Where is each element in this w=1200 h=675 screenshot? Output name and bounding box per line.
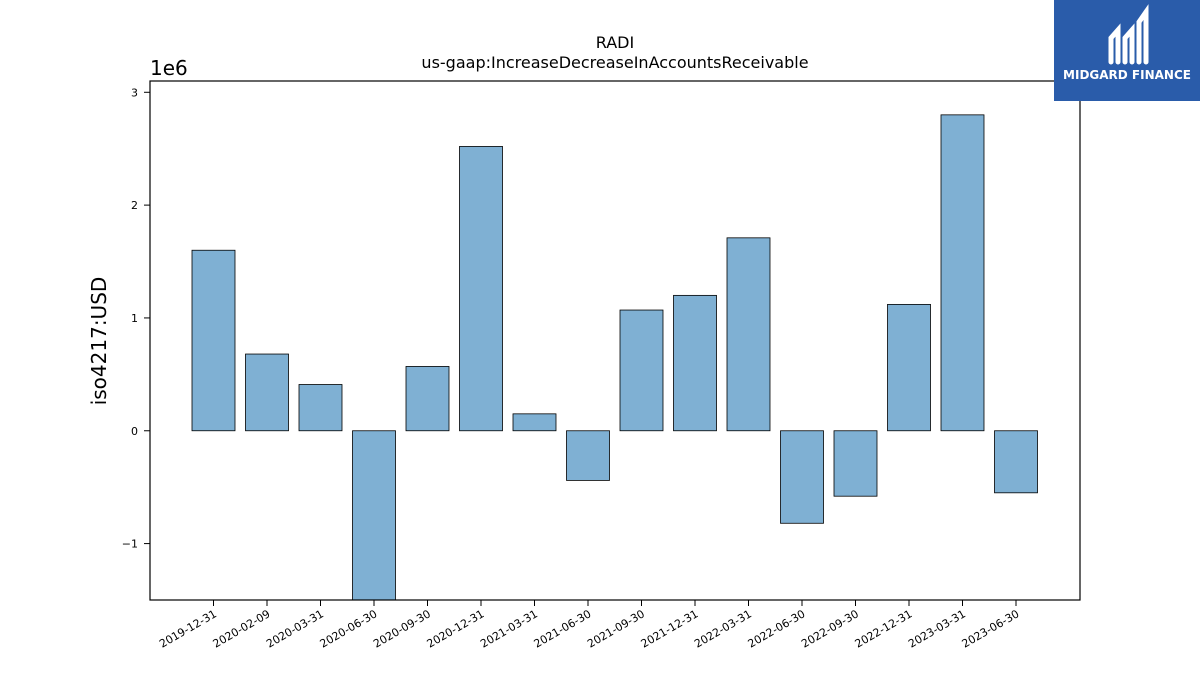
bar-2021-12-31 [673, 294, 717, 432]
logo-text: MIDGARD FINANCE [1063, 68, 1191, 82]
bar-2020-03-31 [298, 384, 343, 432]
bar-2021-09-30 [619, 309, 664, 432]
y-tick-label: 1 [131, 312, 138, 325]
y-axis: −1 0 1 2 3 [122, 86, 150, 551]
x-tick-label: 2022-03-31 [692, 607, 754, 650]
x-tick-label: 2020-03-31 [264, 607, 326, 650]
bar-2019-12-31 [191, 249, 236, 432]
y-axis-label: iso4217:USD [87, 277, 111, 406]
x-axis: 2019-12-312020-02-092020-03-312020-06-30… [157, 600, 1022, 651]
bar-2022-06-30 [780, 430, 824, 524]
bar-2020-09-30 [405, 366, 450, 432]
bars-layer [191, 114, 1038, 601]
x-tick-label: 2020-12-31 [425, 607, 487, 650]
x-tick-label: 2021-06-30 [532, 607, 594, 650]
midgard-logo: MIDGARD FINANCE [1054, 0, 1200, 101]
bar-2021-06-30 [566, 430, 610, 481]
x-tick-label: 2020-02-09 [211, 607, 273, 650]
x-tick-label: 2020-09-30 [371, 607, 433, 650]
x-tick-label: 2020-06-30 [318, 607, 380, 650]
y-axis-offset-label: 1e6 [150, 56, 188, 80]
midgard-logo-mark [1054, 0, 1200, 101]
bar-2022-12-31 [887, 303, 931, 432]
x-tick-label: 2023-03-31 [906, 607, 968, 650]
x-tick-label: 2022-12-31 [853, 607, 915, 650]
bar-2023-03-31 [940, 114, 985, 432]
y-tick-label: 2 [131, 199, 138, 212]
x-tick-label: 2023-06-30 [960, 607, 1022, 650]
x-tick-label: 2019-12-31 [157, 607, 219, 650]
x-tick-label: 2021-12-31 [639, 607, 701, 650]
bar-2020-06-30 [352, 430, 396, 601]
bar-2020-12-31 [459, 146, 503, 432]
bar-2022-03-31 [726, 237, 771, 432]
bar-2022-09-30 [833, 430, 878, 497]
x-tick-label: 2021-09-30 [585, 607, 647, 650]
bar-2021-03-31 [512, 413, 557, 432]
x-tick-label: 2022-06-30 [746, 607, 808, 650]
x-tick-label: 2022-09-30 [799, 607, 861, 650]
x-tick-label: 2021-03-31 [478, 607, 540, 650]
y-tick-label: 3 [131, 86, 138, 99]
chart-subtitle: us-gaap:IncreaseDecreaseInAccountsReceiv… [421, 53, 808, 72]
plot-frame [149, 80, 1081, 601]
chart-title: RADI [596, 33, 634, 52]
y-tick-label: 0 [131, 425, 138, 438]
y-tick-label: −1 [122, 538, 138, 551]
bar-2020-02-09 [245, 353, 289, 432]
bar-2023-06-30 [994, 430, 1038, 494]
